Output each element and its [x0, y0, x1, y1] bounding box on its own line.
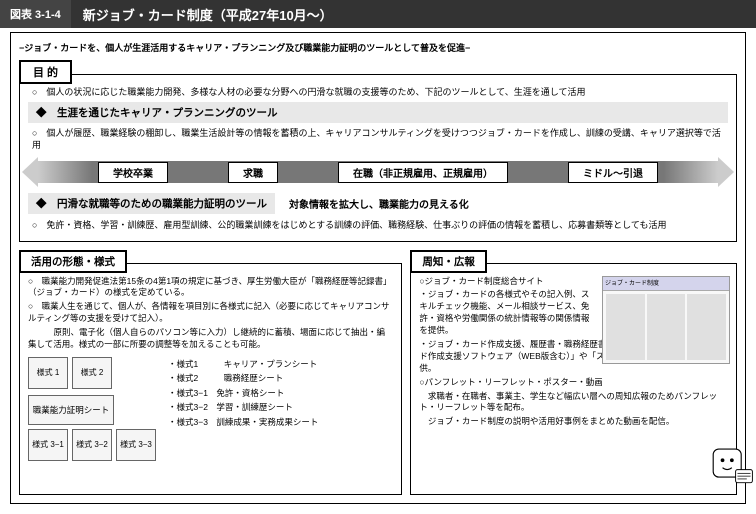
purpose-section: 目 的 ○ 個人の状況に応じた職業能力開発、多様な人材の必要な分野への円滑な就職… [19, 60, 737, 242]
card-cert-sheet: 職業能力証明シート [28, 395, 114, 425]
purpose-box: ○ 個人の状況に応じた職業能力開発、多様な人材の必要な分野への円滑な就職の支援等… [19, 74, 737, 242]
left-t2: ○ 職業人生を通じて、個人が、各情報を項目別に各様式に記入（必要に応じてキャリア… [28, 301, 393, 325]
right-box: ジョブ・カード制度 ○ジョブ・カード制度総合サイト ・ジョブ・カードの各様式やそ… [410, 263, 737, 495]
header: 図表 3-1-4 新ジョブ・カード制度（平成27年10月〜） [0, 0, 756, 28]
subhead-career-planning: ◆ 生涯を通じたキャリア・プランニングのツール [28, 102, 728, 123]
left-t1: ○ 職業能力開発促進法第15条の4第1項の規定に基づき、厚生労働大臣が「職務経歴… [28, 276, 393, 300]
right-t6: ジョブ・カード制度の説明や活用好事例をまとめた動画を配信。 [419, 416, 728, 428]
stage-school: 学校卒業 [98, 162, 168, 183]
left-column: 活用の形態・様式 ○ 職業能力開発促進法第15条の4第1項の規定に基づき、厚生労… [19, 250, 402, 495]
forms-left-stack: 様式 1 様式 2 職業能力証明シート 様式 3−1 様式 3−2 様式 3−3 [28, 357, 156, 461]
main-frame: −ジョブ・カードを、個人が生涯活用するキャリア・プランニング及び職業能力証明のツ… [10, 32, 746, 504]
card-form1: 様式 1 [28, 357, 68, 389]
left-t3: 原則、電子化（個人自らのパソコン等に入力）し継続的に蓄積、場面に応じて抽出・編集… [28, 327, 393, 351]
stage-jobseek: 求職 [228, 162, 278, 183]
purpose-label: 目 的 [19, 60, 72, 84]
form-l2: ・様式2 職務経歴シート [168, 371, 318, 385]
form-list: ・様式1 キャリア・プランシート ・様式2 職務経歴シート ・様式3−1 免許・… [168, 357, 318, 429]
forms-row-1: 様式 1 様式 2 職業能力証明シート 様式 3−1 様式 3−2 様式 3−3… [28, 357, 393, 461]
thumb-header: ジョブ・カード制度 [603, 277, 729, 291]
card-form33: 様式 3−3 [116, 429, 156, 461]
stage-retire: ミドル〜引退 [568, 162, 658, 183]
purpose-bullet-1: ○ 個人の状況に応じた職業能力開発、多様な人材の必要な分野への円滑な就職の支援等… [32, 86, 728, 98]
left-box: ○ 職業能力開発促進法第15条の4第1項の規定に基づき、厚生労働大臣が「職務経歴… [19, 263, 402, 495]
right-column: 周知・広報 ジョブ・カード制度 ○ジョブ・カード制度総合サイト ・ジョブ・カード… [410, 250, 737, 495]
form-l1: ・様式1 キャリア・プランシート [168, 357, 318, 371]
bullet-cert: ○ 免許・資格、学習・訓練歴、雇用型訓練、公的職業訓練をはじめとする訓練の評価、… [32, 219, 728, 231]
card-form32: 様式 3−2 [72, 429, 112, 461]
right-t4: ○パンフレット・リーフレット・ポスター・動画 [419, 377, 728, 389]
figure-title: 新ジョブ・カード制度（平成27年10月〜） [71, 0, 756, 28]
right-t5: 求職者・在職者、事業主、学生など幅広い層への周知広報のためパンフレット・リーフレ… [419, 391, 728, 415]
card-form31: 様式 3−1 [28, 429, 68, 461]
subhead-cert: ◆ 円滑な就職等のための職業能力証明のツール [28, 193, 275, 214]
subtitle: −ジョブ・カードを、個人が生涯活用するキャリア・プランニング及び職業能力証明のツ… [19, 41, 737, 54]
website-thumbnail: ジョブ・カード制度 [602, 276, 730, 364]
subhead-cert-note: 対象情報を拡大し、職業能力の見える化 [289, 196, 469, 211]
forms-row-bottom: 様式 3−1 様式 3−2 様式 3−3 [28, 429, 156, 461]
form-l5: ・様式3−3 訓練成果・実務成果シート [168, 415, 318, 429]
columns: 活用の形態・様式 ○ 職業能力開発促進法第15条の4第1項の規定に基づき、厚生労… [19, 250, 737, 495]
form-l4: ・様式3−2 学習・訓練歴シート [168, 400, 318, 414]
lifecycle-arrow: 学校卒業 求職 在職（非正規雇用、正規雇用） ミドル〜引退 [28, 157, 728, 187]
right-label: 周知・広報 [410, 250, 487, 273]
bullet-planning: ○ 個人が履歴、職業経験の棚卸し、職業生活設計等の情報を蓄積の上、キャリアコンサ… [32, 127, 728, 151]
mascot-icon [702, 436, 756, 492]
left-label: 活用の形態・様式 [19, 250, 127, 273]
forms-row-top: 様式 1 様式 2 [28, 357, 156, 389]
figure-tag: 図表 3-1-4 [0, 0, 71, 28]
form-l3: ・様式3−1 免許・資格シート [168, 386, 318, 400]
subhead-cert-row: ◆ 円滑な就職等のための職業能力証明のツール 対象情報を拡大し、職業能力の見える… [28, 193, 728, 214]
card-form2: 様式 2 [72, 357, 112, 389]
thumb-body [603, 291, 729, 363]
arrow-bar: 学校卒業 求職 在職（非正規雇用、正規雇用） ミドル〜引退 [38, 161, 718, 183]
stage-employed: 在職（非正規雇用、正規雇用） [338, 162, 508, 183]
